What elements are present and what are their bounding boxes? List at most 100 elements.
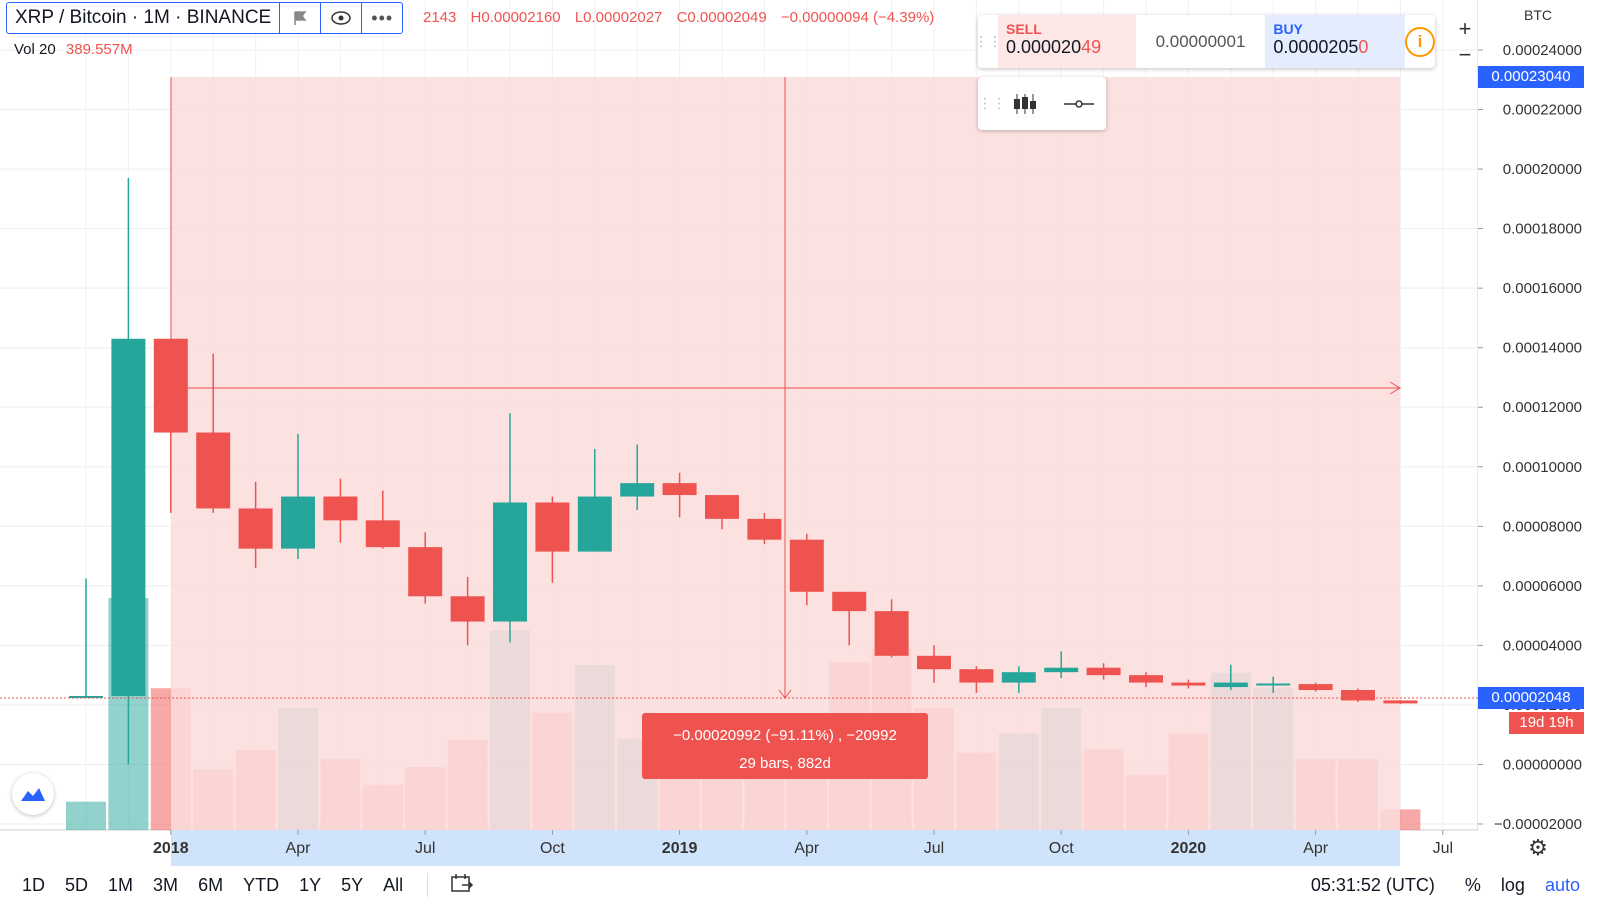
log-toggle[interactable]: log (1500, 874, 1525, 895)
candle (69, 578, 103, 698)
time-tick-label: Apr (286, 840, 312, 857)
candles-icon (1014, 93, 1036, 114)
candle-body (365, 520, 400, 548)
goto-date-button[interactable] (450, 873, 474, 898)
candle (1171, 679, 1206, 689)
price-tick-label: 0.00014000 (1503, 340, 1582, 357)
ohlc-low: L0.00002027 (574, 9, 663, 26)
candle (493, 413, 527, 643)
volume-bar (66, 801, 106, 830)
range-5d[interactable]: 5D (65, 874, 89, 895)
candles-style-button[interactable] (998, 77, 1052, 130)
candle (535, 496, 570, 583)
symbol-legend[interactable]: XRP / Bitcoin · 1M · BINANCE ••• (6, 2, 404, 34)
candle-body (153, 338, 188, 433)
range-all[interactable]: All (383, 874, 404, 895)
candle (1341, 688, 1375, 702)
time-tick-label: Apr (1303, 840, 1329, 857)
sell-price: 0.00002049 (1006, 37, 1102, 57)
candle-body (1086, 667, 1121, 676)
calendar-goto-icon (451, 873, 474, 892)
price-tick-label: 0.00012000 (1503, 399, 1582, 416)
clock-time[interactable]: 05:31:52 (UTC) (1310, 874, 1435, 895)
range-ytd[interactable]: YTD (243, 874, 280, 895)
time-tick-label: Jul (415, 840, 435, 857)
candle (238, 481, 273, 568)
range-1d[interactable]: 1D (22, 874, 46, 895)
candle-body (1298, 684, 1333, 691)
candle (747, 512, 782, 545)
price-tick-label: 0.00006000 (1503, 578, 1582, 595)
candlestick-series (69, 178, 1418, 765)
candle (196, 353, 231, 513)
time-tick-label: Jul (924, 840, 944, 857)
price-tick-label: 0.00004000 (1503, 637, 1582, 654)
candle (917, 645, 951, 683)
candle (705, 495, 739, 530)
volume-legend[interactable]: Vol 20 389.557M (14, 41, 133, 58)
visibility-button[interactable] (320, 3, 361, 33)
flag-button[interactable] (279, 3, 320, 33)
candle (789, 533, 824, 606)
range-6m[interactable]: 6M (198, 874, 224, 895)
candle-body (69, 695, 103, 698)
info-icon: i (1405, 26, 1435, 57)
price-tick-label: 0.00020000 (1503, 161, 1582, 178)
candle-body (450, 596, 485, 622)
ohlc-open: 2143 (423, 9, 457, 26)
candle (408, 532, 443, 604)
trading-panel: ⋮⋮ SELL 0.00002049 0.00000001 BUY 0.0000… (974, 15, 1435, 68)
auto-toggle[interactable]: auto (1544, 874, 1580, 895)
percent-toggle[interactable]: % (1464, 874, 1481, 895)
axis-currency: BTC (1524, 7, 1552, 23)
candle-body (1129, 675, 1163, 683)
buy-button[interactable]: BUY 0.00002050 (1265, 15, 1405, 68)
candle (1213, 664, 1248, 691)
volume-label: Vol 20 (14, 41, 56, 58)
line-tool-button[interactable] (1052, 77, 1106, 130)
tradingview-logo-button[interactable] (12, 773, 54, 815)
zoom-out-button[interactable]: − (1458, 42, 1472, 67)
drag-handle-icon[interactable]: ⋮⋮ (974, 33, 1002, 49)
tradingview-logo-icon (21, 788, 45, 801)
zoom-in-button[interactable]: + (1458, 16, 1472, 41)
candle (153, 338, 188, 513)
measure-duration: 29 bars, 882d (739, 755, 831, 772)
settings-gear-icon[interactable]: ⚙ (1528, 835, 1548, 860)
range-1y[interactable]: 1Y (299, 874, 322, 895)
price-tick-label: 0.00018000 (1503, 221, 1582, 238)
time-tick-label: Oct (540, 840, 565, 857)
volume-value: 389.557M (65, 41, 133, 58)
symbol-title[interactable]: XRP / Bitcoin · 1M · BINANCE (15, 7, 272, 28)
info-button[interactable]: i (1405, 15, 1435, 68)
candle-body (1213, 682, 1248, 688)
candle-body (281, 496, 315, 549)
range-1m[interactable]: 1M (108, 874, 134, 895)
candle (959, 666, 994, 694)
range-5y[interactable]: 5Y (341, 874, 364, 895)
candle-body (1171, 682, 1206, 686)
candle (1001, 666, 1036, 694)
candle-body (535, 502, 570, 552)
candle-body (662, 483, 697, 496)
sell-button[interactable]: SELL 0.00002049 (998, 15, 1136, 68)
flag-icon (294, 11, 307, 25)
drag-handle-icon[interactable]: ⋮⋮ (978, 95, 1006, 111)
range-3m[interactable]: 3M (153, 874, 179, 895)
candle (832, 591, 867, 646)
more-dots-icon: ••• (371, 7, 394, 28)
candle-body (705, 495, 739, 519)
candle-body (323, 496, 358, 521)
time-tick-label: 2020 (1171, 840, 1207, 857)
candle-body (1383, 700, 1418, 704)
toolbar-divider (427, 873, 429, 897)
price-tick-label: −0.00002000 (1494, 816, 1582, 833)
candle (1086, 663, 1121, 680)
zoom-controls: + − (1452, 16, 1478, 68)
buy-label: BUY (1273, 21, 1303, 37)
more-options-button[interactable]: ••• (361, 3, 402, 33)
ohlc-change: −0.00000094 (−4.39%) (780, 9, 935, 26)
candle (662, 472, 697, 518)
time-tick-label: 2018 (153, 840, 189, 857)
candle-body (1044, 667, 1079, 673)
